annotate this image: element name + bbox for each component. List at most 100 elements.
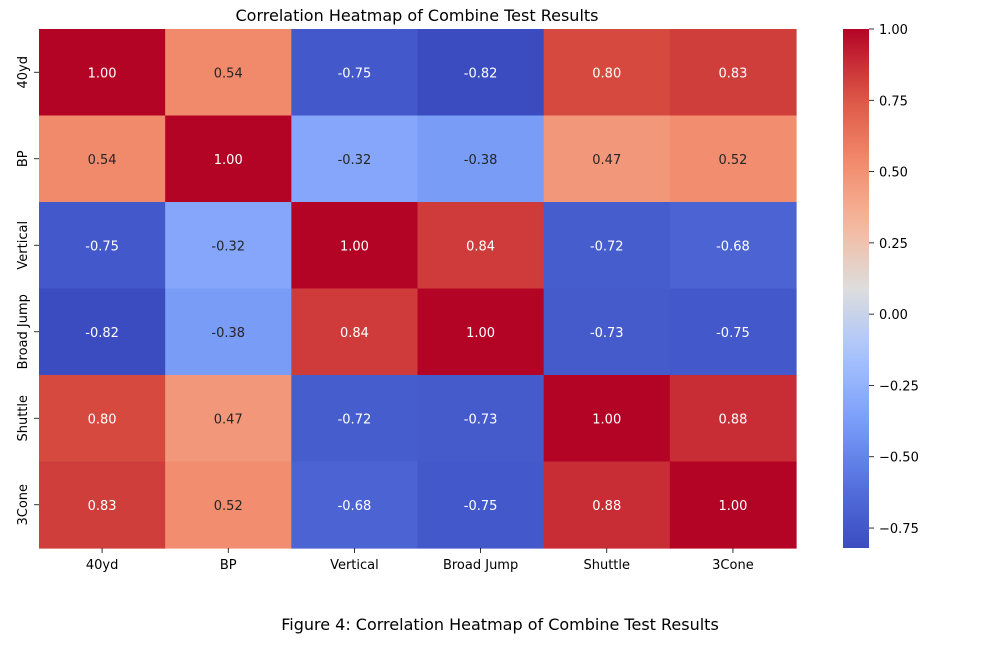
heatmap-cell	[291, 202, 419, 290]
colorbar-tick-label: −0.50	[879, 451, 919, 466]
x-tick-label: Vertical	[330, 558, 379, 573]
cell-value-label: 0.54	[214, 66, 243, 81]
cell-value-label: -0.68	[338, 499, 372, 514]
cell-value-label: 0.52	[718, 153, 747, 168]
heatmap-cell	[417, 29, 545, 117]
cell-value-label: -0.73	[590, 326, 624, 341]
cell-value-label: 1.00	[340, 239, 369, 254]
heatmap-cell	[165, 115, 292, 203]
cell-value-label: 0.80	[592, 66, 621, 81]
heatmap-cell	[39, 115, 166, 203]
cell-value-label: 1.00	[466, 326, 495, 341]
heatmap-cell	[543, 115, 671, 203]
heatmap-cell	[165, 202, 292, 290]
cell-value-label: -0.38	[464, 153, 498, 168]
heatmap-cell	[669, 202, 797, 290]
heatmap-cell	[291, 29, 419, 117]
y-tick-label: 40yd	[16, 56, 31, 89]
x-tick-label: Broad Jump	[443, 558, 518, 573]
heatmap-cell	[165, 288, 292, 376]
colorbar-tick-label: 0.00	[879, 308, 908, 323]
heatmap-cell	[39, 29, 166, 117]
x-axis: 40yd BP Vertical Broad Jump Shuttle 3Cone	[86, 548, 754, 573]
cell-value-label: 0.88	[718, 412, 747, 427]
cell-value-label: -0.75	[464, 499, 498, 514]
y-axis: 40yd BP Vertical Broad Jump Shuttle 3Cone	[16, 56, 39, 526]
cell-value-label: -0.75	[716, 326, 750, 341]
heatmap-cell	[165, 375, 292, 463]
cell-value-label: 1.00	[592, 412, 621, 427]
heatmap-cell	[291, 288, 419, 376]
y-tick-label: 3Cone	[16, 484, 31, 526]
heatmap-cell	[543, 202, 671, 290]
heatmap-cell	[291, 461, 419, 549]
cell-value-label: -0.73	[464, 412, 498, 427]
colorbar-gradient	[843, 29, 869, 548]
cell-value-label: 0.84	[466, 239, 495, 254]
heatmap-cell	[669, 461, 797, 549]
cell-value-label: 0.83	[88, 499, 117, 514]
cell-value-label: 0.47	[592, 153, 621, 168]
colorbar-tick-label: −0.25	[879, 379, 919, 394]
cell-value-label: 0.47	[214, 412, 243, 427]
x-tick-label: BP	[220, 558, 237, 573]
colorbar-tick-label: 0.75	[879, 94, 908, 109]
x-tick-label: 40yd	[86, 558, 119, 573]
colorbar-tick-label: −0.75	[879, 522, 919, 537]
cell-value-label: -0.82	[85, 326, 119, 341]
heatmap-cell	[669, 375, 797, 463]
y-tick-label: BP	[16, 150, 31, 167]
cell-value-label: 0.80	[88, 412, 117, 427]
cell-value-label: 1.00	[214, 153, 243, 168]
heatmap-cell	[291, 115, 419, 203]
cell-value-label: 0.88	[592, 499, 621, 514]
cell-value-label: 0.54	[88, 153, 117, 168]
cell-value-label: 1.00	[88, 66, 117, 81]
heatmap-cell	[543, 375, 671, 463]
heatmap-cell	[417, 202, 545, 290]
heatmap-cell	[543, 29, 671, 117]
x-tick-label: Shuttle	[583, 558, 630, 573]
y-tick-label: Shuttle	[16, 395, 31, 442]
heatmap-cell	[291, 375, 419, 463]
colorbar: 1.00 0.75 0.50 0.25 0.00 −0.25 −0.50 −0.75	[843, 23, 919, 548]
colorbar-tick-label: 1.00	[879, 23, 908, 38]
heatmap-cell	[543, 461, 671, 549]
y-tick-label: Vertical	[16, 221, 31, 270]
heatmap-cell	[165, 29, 292, 117]
cell-value-label: -0.75	[338, 66, 372, 81]
y-tick-label: Broad Jump	[16, 294, 31, 369]
cell-value-label: -0.68	[716, 239, 750, 254]
heatmap-cell	[543, 288, 671, 376]
heatmap-cell	[417, 461, 545, 549]
cell-value-label: 0.83	[718, 66, 747, 81]
heatmap-cell	[669, 288, 797, 376]
cell-value-label: 0.84	[340, 326, 369, 341]
x-tick-label: 3Cone	[712, 558, 754, 573]
cell-value-label: 1.00	[718, 499, 747, 514]
heatmap-cells: 1.00 0.54 -0.75 -0.82 0.80 0.83 0.54 1.00 -0.32 -…	[39, 29, 797, 549]
heatmap-cell	[417, 115, 545, 203]
cell-value-label: -0.75	[85, 239, 119, 254]
heatmap-cell	[669, 29, 797, 117]
heatmap-cell	[39, 375, 166, 463]
cell-value-label: -0.82	[464, 66, 498, 81]
cell-value-label: -0.72	[338, 412, 372, 427]
cell-value-label: -0.32	[338, 153, 372, 168]
figure-caption: Figure 4: Correlation Heatmap of Combine…	[281, 615, 719, 634]
heatmap-cell	[417, 288, 545, 376]
correlation-heatmap: Correlation Heatmap of Combine Test Resu…	[16, 6, 919, 573]
heatmap-cell	[39, 288, 166, 376]
heatmap-cell	[417, 375, 545, 463]
colorbar-tick-label: 0.25	[879, 237, 908, 252]
heatmap-cell	[165, 461, 292, 549]
heatmap-cell	[669, 115, 797, 203]
heatmap-cell	[39, 461, 166, 549]
chart-title: Correlation Heatmap of Combine Test Resu…	[236, 6, 599, 25]
cell-value-label: -0.72	[590, 239, 624, 254]
cell-value-label: -0.32	[211, 239, 245, 254]
cell-value-label: 0.52	[214, 499, 243, 514]
cell-value-label: -0.38	[211, 326, 245, 341]
heatmap-cell	[39, 202, 166, 290]
colorbar-tick-label: 0.50	[879, 166, 908, 181]
